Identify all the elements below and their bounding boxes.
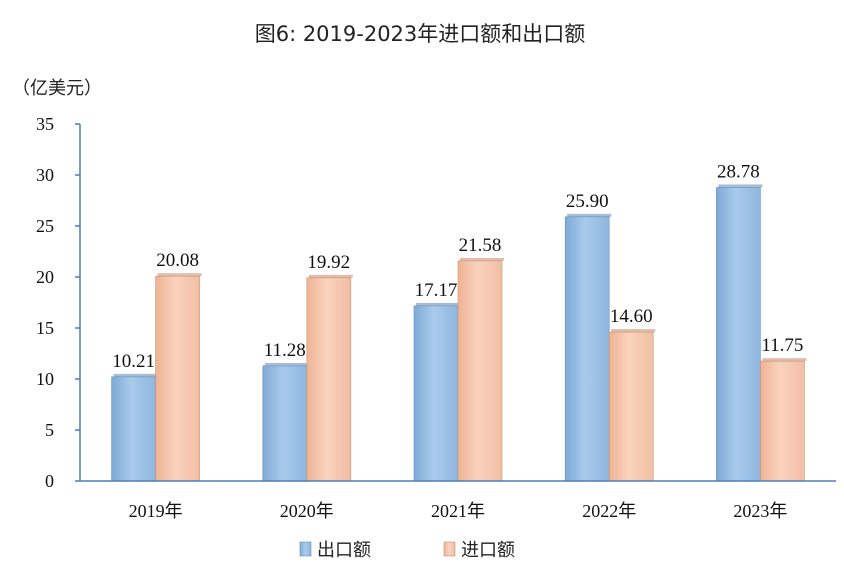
- legend-swatch-export: [299, 541, 312, 557]
- bars: 10.21 11.28 17.17 25.90 28.78 20.08 19.92 21.58…: [111, 161, 807, 482]
- bar-top-shade: [308, 274, 353, 278]
- data-label: 10.21: [112, 351, 155, 372]
- y-tick-label: 5: [45, 420, 54, 440]
- bar-top-shade: [416, 302, 460, 306]
- x-tick-label: 2019年: [129, 501, 183, 521]
- x-axis: 2019年 2020年 2021年 2022年 2023年: [80, 480, 836, 521]
- bar-export: [716, 187, 761, 482]
- data-label: 28.78: [717, 161, 760, 182]
- data-label: 11.28: [264, 340, 306, 361]
- y-tick-label: 10: [36, 369, 54, 389]
- legend: 出口额 进口额: [299, 540, 515, 561]
- y-tick-label: 20: [36, 267, 54, 287]
- data-label: 11.75: [761, 335, 803, 356]
- chart-title: 图6: 2019-2023年进口额和出口额: [255, 22, 586, 46]
- bar-import: [155, 275, 200, 482]
- y-tick-label: 0: [45, 471, 54, 491]
- bar-import: [306, 277, 352, 482]
- data-label: 17.17: [415, 280, 458, 301]
- y-tick-label: 30: [36, 165, 54, 185]
- bar-top-shade: [718, 184, 763, 188]
- y-axis: 0 5 10 15 20 25 30 35: [36, 114, 81, 491]
- bar-import: [457, 260, 503, 482]
- bar-top-shade: [264, 362, 309, 366]
- data-label: 19.92: [307, 252, 350, 273]
- x-tick-label: 2023年: [733, 501, 787, 521]
- bar-export: [262, 365, 308, 482]
- y-tick-label: 35: [36, 114, 54, 134]
- bar-top-shade: [762, 358, 807, 362]
- bar-top-shade: [611, 329, 656, 333]
- data-label: 21.58: [459, 235, 502, 256]
- legend-swatch-import: [443, 541, 456, 557]
- bar-export: [111, 376, 156, 482]
- data-label: 20.08: [156, 250, 199, 271]
- bar-export: [413, 305, 459, 482]
- bar-export: [564, 216, 610, 482]
- data-label: 14.60: [610, 306, 653, 327]
- bar-top-shade: [567, 213, 612, 217]
- x-tick-label: 2020年: [280, 501, 334, 521]
- y-tick-label: 25: [36, 216, 54, 236]
- bar-import: [760, 360, 805, 482]
- y-axis-unit-label: （亿美元）: [12, 78, 102, 99]
- bar-top-shade: [460, 257, 504, 261]
- legend-label-import: 进口额: [461, 540, 515, 561]
- y-tick-label: 15: [36, 318, 54, 338]
- x-tick-label: 2021年: [431, 501, 485, 521]
- bar-top-shade: [157, 273, 202, 277]
- x-tick-label: 2022年: [582, 501, 636, 521]
- legend-label-export: 出口额: [317, 540, 371, 561]
- bar-top-shade: [113, 373, 158, 377]
- bar-import: [608, 331, 654, 482]
- data-label: 25.90: [566, 191, 609, 212]
